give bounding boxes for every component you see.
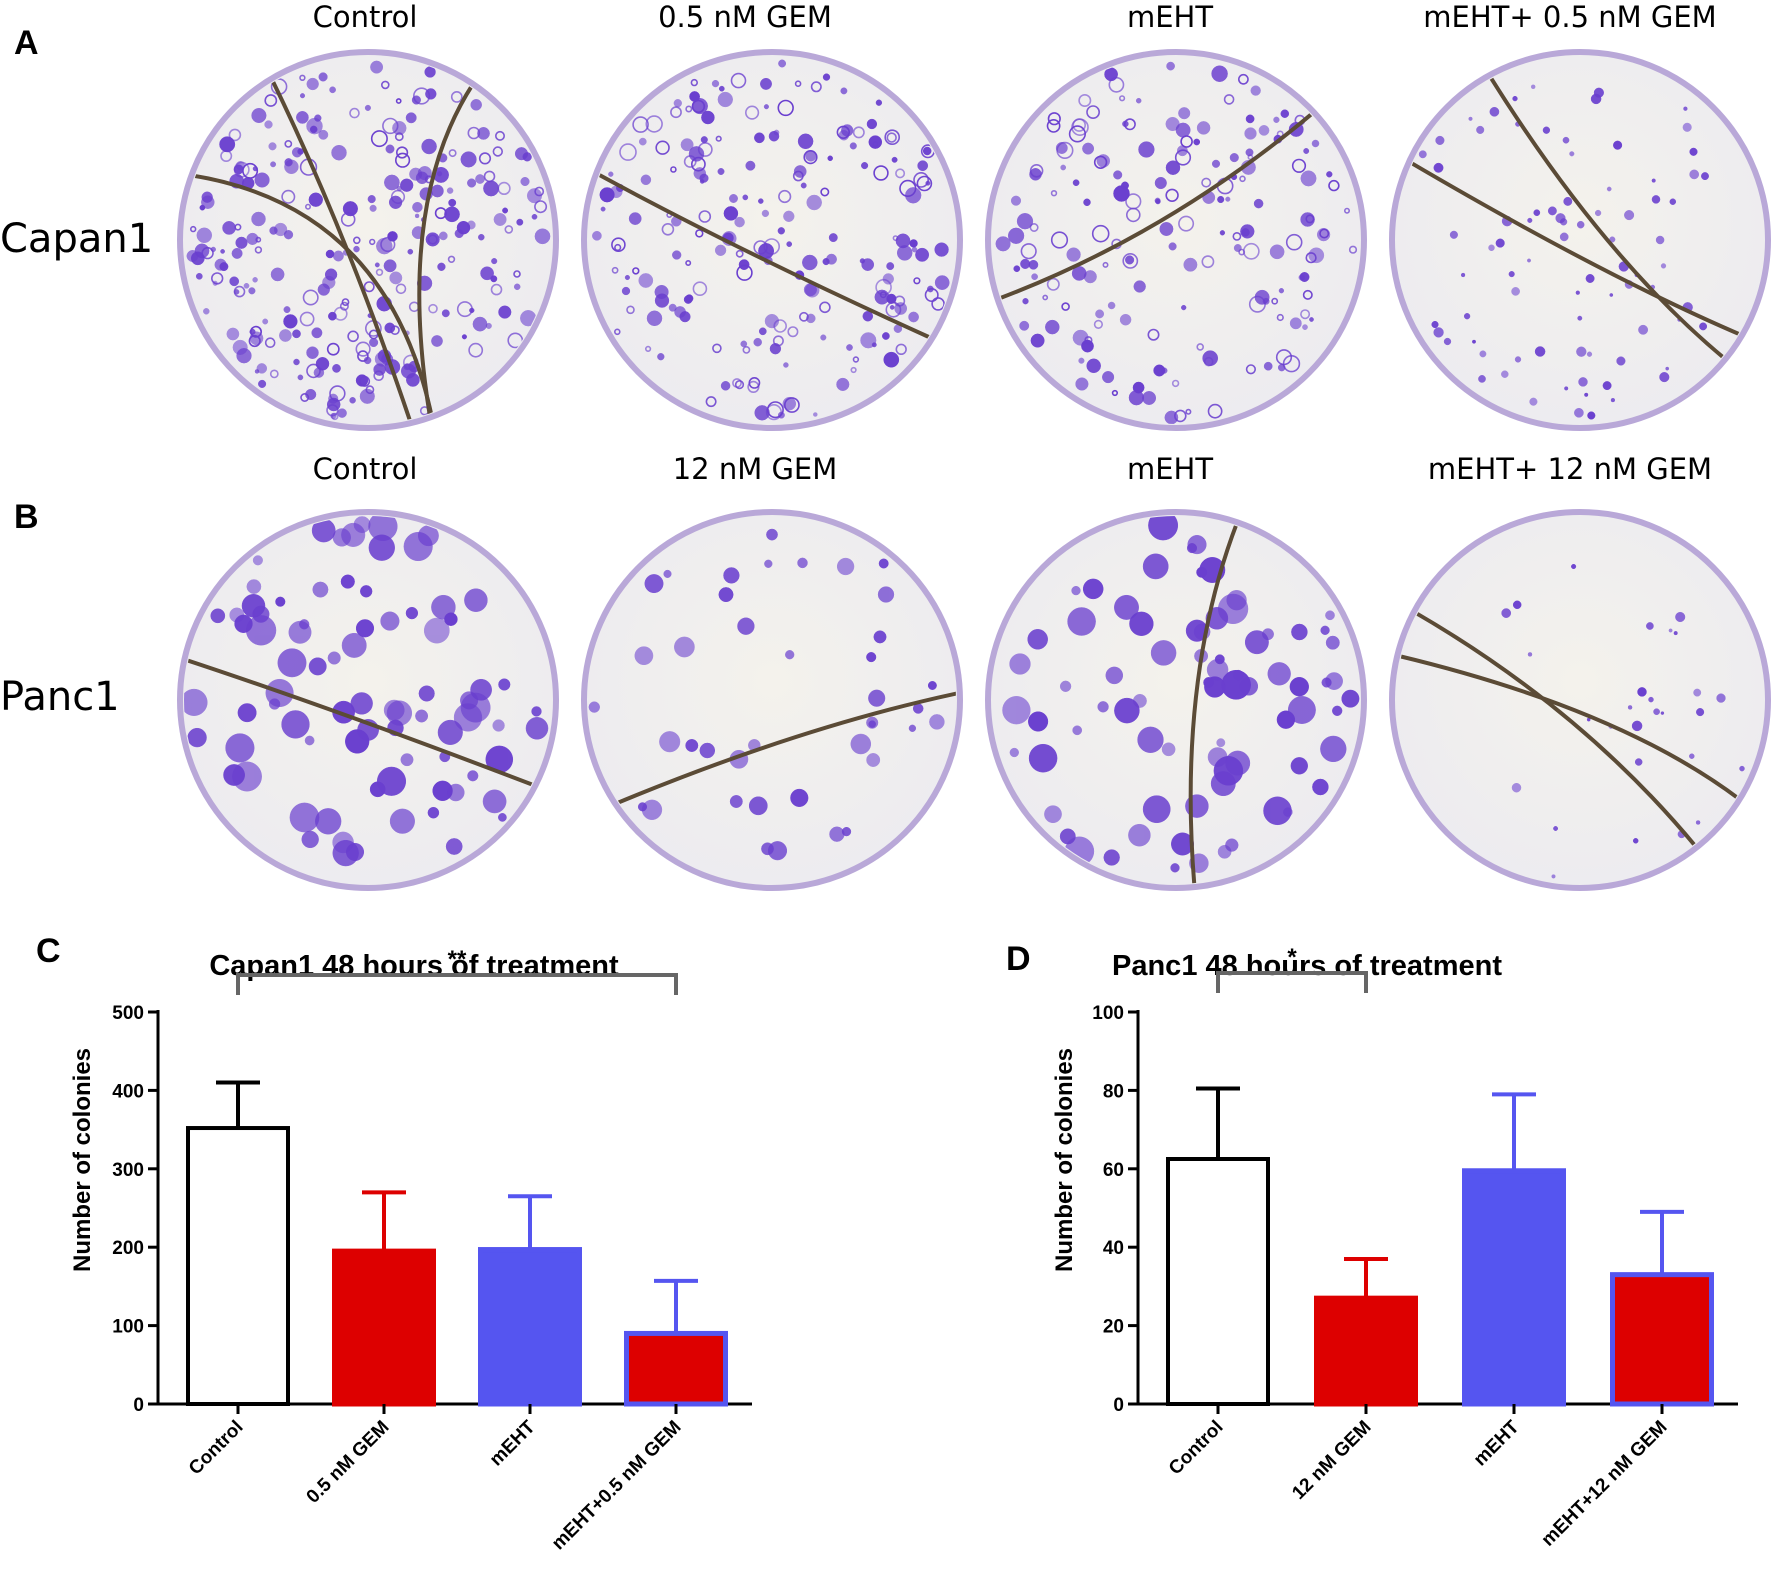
bar-chart-panc1: Panc1 48 hours of treatment Number of co…: [1051, 944, 1738, 1551]
bar: [1166, 1157, 1270, 1406]
row-label-capan1: Capan1: [0, 216, 154, 262]
row-label-panc1: Panc1: [0, 674, 120, 720]
x-tick-label: mEHT: [1470, 1416, 1524, 1470]
column-label-a-1: Control: [312, 0, 418, 34]
y-tick-label: 400: [112, 1081, 144, 1102]
panel-letter-b: B: [14, 498, 39, 536]
chart-title: Panc1 48 hours of treatment: [1112, 950, 1502, 982]
marker-lines: [613, 690, 956, 806]
marker-lines: [1396, 609, 1742, 850]
dish-capan1-mEHT-gem: [1389, 49, 1771, 431]
colonies: [995, 61, 1358, 424]
bar: [1462, 1168, 1566, 1407]
column-label-b-2: 12 nM GEM: [672, 452, 838, 486]
dish-capan1-control: [177, 49, 559, 431]
column-label-b-4: mEHT+ 12 nM GEM: [1427, 452, 1713, 486]
y-tick-label: 80: [1103, 1081, 1124, 1102]
colonies: [588, 528, 945, 861]
y-tick-label: 500: [112, 1003, 144, 1024]
colonies: [1002, 516, 1360, 873]
bar: [478, 1247, 582, 1407]
x-tick-label: 12 nM GEM: [1288, 1417, 1375, 1504]
y-tick-label: 0: [133, 1395, 144, 1416]
y-tick-label: 100: [112, 1317, 144, 1338]
significance-label: *: [1287, 944, 1297, 971]
bar-chart-capan1: Capan1 48 hours of treatment Number of c…: [69, 946, 752, 1555]
dish-panc1-gem: [581, 509, 963, 891]
colonies: [184, 516, 549, 867]
dish-plate: [985, 49, 1367, 431]
significance-bracket: [236, 973, 678, 995]
dish-capan1-mEHT: [985, 49, 1367, 431]
column-label-b-1: Control: [312, 452, 418, 486]
y-axis-label: Number of colonies: [69, 1048, 96, 1272]
bar: [1314, 1295, 1418, 1407]
x-tick-label: mEHT+0.5 nM GEM: [548, 1417, 686, 1555]
dish-panc1-mEHT: [985, 509, 1367, 891]
dish-plate: [985, 509, 1367, 891]
chart-title: Capan1 48 hours of treatment: [209, 950, 619, 982]
y-axis-label: Number of colonies: [1051, 1048, 1078, 1272]
colonies: [1418, 84, 1709, 420]
dish-panc1-mEHT-gem: [1389, 509, 1771, 891]
bar: [1610, 1272, 1714, 1407]
x-tick-label: mEHT: [486, 1416, 540, 1470]
dish-plate: [581, 509, 963, 891]
dish-plate: [1389, 509, 1771, 891]
marker-lines: [995, 110, 1316, 302]
marker-lines: [184, 657, 538, 788]
y-tick-label: 20: [1103, 1317, 1124, 1338]
y-tick-label: 100: [1092, 1003, 1124, 1024]
y-tick-label: 300: [112, 1160, 144, 1181]
bar: [624, 1330, 728, 1407]
x-tick-label: mEHT+12 nM GEM: [1538, 1417, 1672, 1551]
significance-label: **: [448, 946, 467, 973]
significance-bracket: [1216, 971, 1368, 993]
dish-panc1-control: [177, 509, 559, 891]
bar: [332, 1248, 436, 1407]
column-label-a-2: 0.5 nM GEM: [658, 0, 832, 34]
panel-letter-d: D: [1006, 940, 1031, 978]
x-tick-label: 0.5 nM GEM: [303, 1417, 394, 1508]
marker-lines: [1407, 73, 1744, 362]
x-tick-label: Control: [1165, 1417, 1228, 1480]
column-label-a-4: mEHT+ 0.5 nM GEM: [1423, 0, 1717, 34]
dish-plate: [1389, 49, 1771, 431]
y-tick-label: 0: [1113, 1395, 1124, 1416]
marker-lines: [1188, 520, 1240, 884]
bar: [186, 1126, 290, 1406]
column-label-a-3: mEHT: [1126, 0, 1214, 34]
marker-lines: [189, 76, 475, 424]
marker-lines: [594, 171, 935, 341]
x-tick-label: Control: [185, 1417, 248, 1480]
panel-letter-a: A: [14, 24, 39, 62]
column-label-b-3: mEHT: [1126, 452, 1214, 486]
y-tick-label: 200: [112, 1238, 144, 1259]
colonies: [592, 59, 950, 421]
dish-capan1-gem: [581, 49, 963, 431]
y-tick-label: 60: [1103, 1160, 1124, 1181]
panel-letter-c: C: [36, 932, 61, 970]
y-tick-label: 40: [1103, 1238, 1124, 1259]
